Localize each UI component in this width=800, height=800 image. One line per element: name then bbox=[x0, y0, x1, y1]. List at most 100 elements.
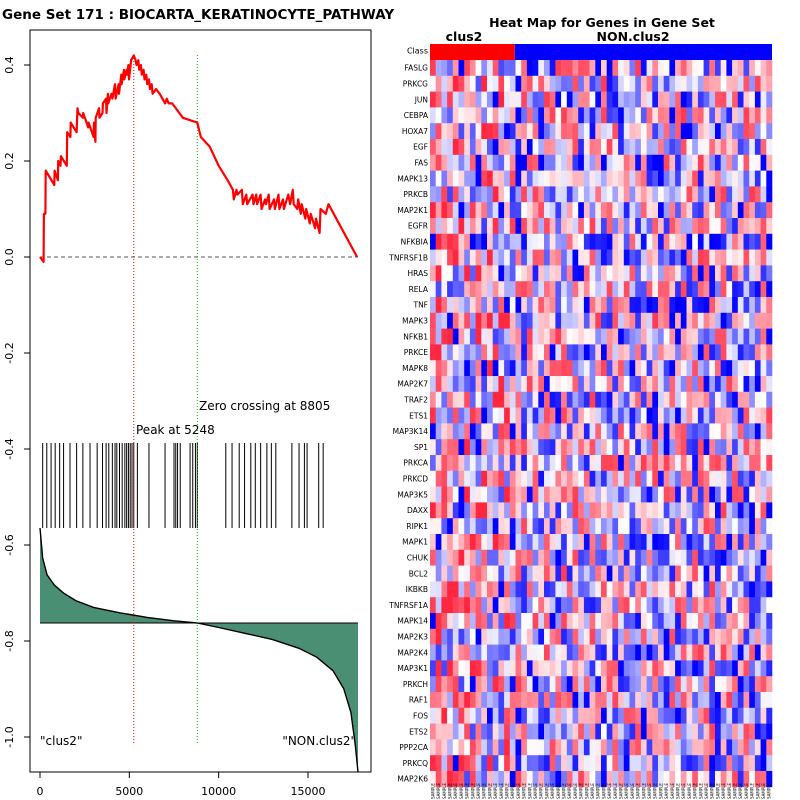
heatmap-cell bbox=[498, 233, 505, 250]
heatmap-cell bbox=[526, 328, 533, 345]
heatmap-cell bbox=[754, 249, 761, 266]
heatmap-cell bbox=[492, 502, 499, 519]
heatmap-cell bbox=[458, 518, 465, 535]
gene-label: PRKCH bbox=[403, 680, 428, 689]
heatmap-cell bbox=[492, 154, 499, 171]
heatmap-cell bbox=[635, 755, 642, 772]
heatmap-cell bbox=[709, 628, 716, 645]
heatmap-cell bbox=[504, 692, 511, 709]
heatmap-cell bbox=[555, 565, 562, 582]
heatmap-cell bbox=[452, 628, 459, 645]
heatmap-cell bbox=[675, 502, 682, 519]
heatmap-cell bbox=[464, 233, 471, 250]
heatmap-cell bbox=[663, 218, 670, 235]
heatmap-cell bbox=[566, 755, 573, 772]
heatmap-cell bbox=[458, 723, 465, 740]
heatmap-cell bbox=[555, 707, 562, 724]
y-tick-label: -0.6 bbox=[3, 534, 16, 555]
heatmap-cell bbox=[544, 328, 550, 345]
heatmap-cell bbox=[732, 660, 739, 677]
heatmap-cell bbox=[635, 281, 642, 298]
heatmap-cell bbox=[532, 123, 539, 140]
heatmap-cell bbox=[441, 265, 448, 282]
heatmap-cell bbox=[544, 170, 550, 187]
heatmap-cell bbox=[618, 534, 625, 551]
heatmap-cell bbox=[435, 328, 442, 345]
heatmap-cell bbox=[481, 328, 488, 345]
heatmap-cell bbox=[646, 344, 653, 361]
heatmap-cell bbox=[464, 518, 471, 535]
heatmap-cell bbox=[532, 549, 539, 566]
heatmap-cell bbox=[646, 202, 653, 219]
heatmap-cell bbox=[572, 660, 579, 677]
heatmap-cell bbox=[566, 75, 573, 92]
heatmap-cell bbox=[572, 565, 579, 582]
heatmap-cell bbox=[612, 344, 619, 361]
heatmap-cell bbox=[464, 297, 471, 314]
heatmap-cell bbox=[760, 597, 767, 614]
heatmap-cell bbox=[566, 628, 573, 645]
gene-hit-ticks bbox=[42, 443, 324, 528]
heatmap-cell bbox=[435, 660, 442, 677]
heatmap-cell bbox=[737, 281, 744, 298]
heatmap-cell bbox=[749, 676, 756, 693]
heatmap-cell bbox=[441, 170, 448, 187]
heatmap-cell bbox=[492, 123, 499, 140]
heatmap-cell bbox=[578, 265, 585, 282]
heatmap-cell bbox=[601, 139, 607, 156]
heatmap-cell bbox=[566, 312, 573, 329]
heatmap-cell bbox=[458, 233, 465, 250]
heatmap-cell bbox=[663, 549, 670, 566]
heatmap-cell bbox=[737, 739, 744, 756]
heatmap-cell bbox=[498, 75, 505, 92]
heatmap-cell bbox=[703, 739, 710, 756]
heatmap-cell bbox=[447, 644, 454, 661]
heatmap-cell bbox=[737, 707, 744, 724]
heatmap-cell bbox=[498, 123, 505, 140]
heatmap-cell bbox=[601, 312, 607, 329]
heatmap-cell bbox=[663, 312, 670, 329]
sample-label: SAMPLE bbox=[715, 783, 720, 799]
heatmap-cell bbox=[709, 360, 716, 377]
heatmap-cell bbox=[441, 502, 448, 519]
heatmap-cell bbox=[504, 565, 511, 582]
heatmap-cell bbox=[538, 534, 545, 551]
heatmap-cell bbox=[675, 771, 682, 788]
heatmap-cell bbox=[578, 391, 585, 408]
heatmap-cell bbox=[709, 407, 716, 424]
heatmap-cell bbox=[526, 486, 533, 503]
heatmap-cell bbox=[680, 581, 687, 598]
heatmap-cell bbox=[686, 107, 693, 124]
heatmap-cell bbox=[709, 297, 716, 314]
heatmap-cell bbox=[566, 660, 573, 677]
heatmap-cell bbox=[663, 123, 670, 140]
heatmap-cell bbox=[606, 470, 613, 487]
heatmap-cell bbox=[715, 75, 721, 92]
heatmap-cell bbox=[760, 139, 767, 156]
heatmap-cell bbox=[509, 107, 516, 124]
heatmap-cell bbox=[521, 344, 528, 361]
heatmap-cell bbox=[532, 470, 539, 487]
heatmap-cell bbox=[435, 549, 442, 566]
heatmap-cell bbox=[766, 423, 773, 440]
heatmap-cell bbox=[658, 755, 664, 772]
heatmap-cell bbox=[487, 692, 493, 709]
heatmap-cell bbox=[464, 186, 471, 203]
heatmap-cell bbox=[509, 534, 516, 551]
heatmap-cell bbox=[498, 423, 505, 440]
heatmap-cell bbox=[538, 518, 545, 535]
heatmap-cell bbox=[703, 502, 710, 519]
heatmap-cell bbox=[561, 597, 568, 614]
heatmap-cell bbox=[538, 91, 545, 108]
heatmap-cell bbox=[726, 771, 733, 788]
class-row-label: Class bbox=[407, 47, 428, 56]
heatmap-cell bbox=[561, 565, 568, 582]
heatmap-cell bbox=[487, 123, 493, 140]
heatmap-cell bbox=[732, 723, 739, 740]
heatmap-cell bbox=[749, 328, 756, 345]
heatmap-cell bbox=[692, 676, 699, 693]
sample-label: SAMPLE bbox=[732, 783, 737, 799]
heatmap-cell bbox=[686, 376, 693, 393]
heatmap-cell bbox=[430, 597, 436, 614]
heatmap-cell bbox=[737, 676, 744, 693]
